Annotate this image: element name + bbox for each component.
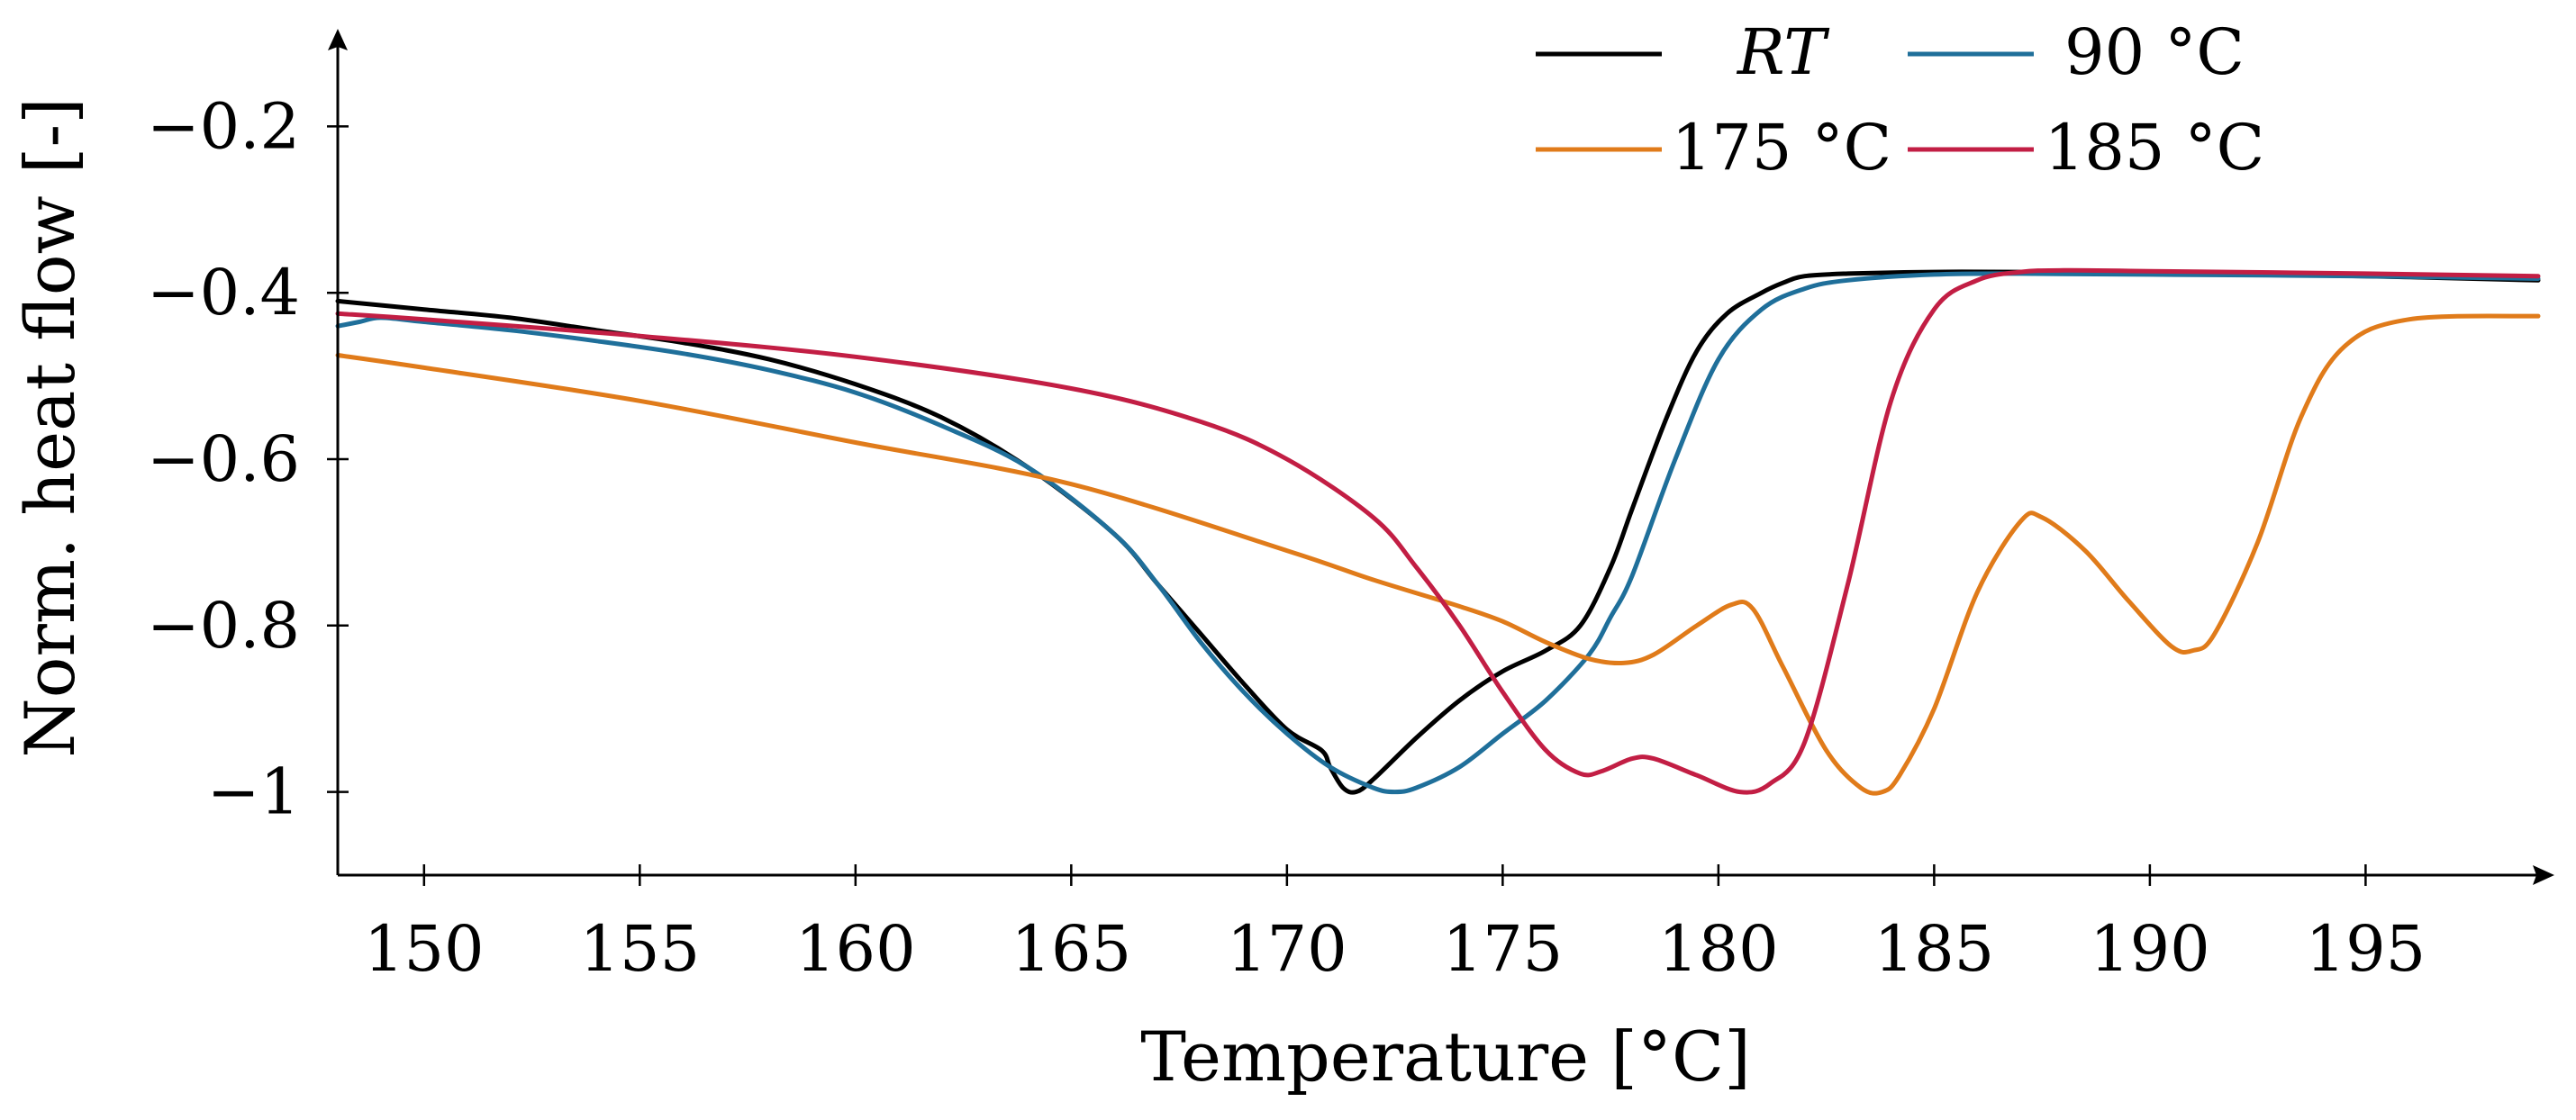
x-tick-label-185: 185 bbox=[1874, 912, 1995, 986]
y-axis-ticks: −0.2 −0.4 −0.6 −0.8 −1 bbox=[147, 89, 349, 829]
series-line-175-c bbox=[335, 313, 2541, 796]
y-tick-label-0-2: −0.2 bbox=[147, 89, 300, 163]
y-tick-label-0-6: −0.6 bbox=[147, 422, 300, 496]
x-tick-label-195: 195 bbox=[2306, 912, 2426, 986]
y-axis-arrow bbox=[328, 29, 348, 50]
series-line-90-c bbox=[335, 271, 2541, 795]
x-axis-title: Temperature [°C] bbox=[1140, 1016, 1751, 1097]
series-lines bbox=[335, 267, 2541, 796]
x-axis-ticks: 150 155 160 165 170 175 180 185 190 195 bbox=[364, 864, 2426, 986]
x-tick-label-155: 155 bbox=[580, 912, 701, 986]
legend-label-90c: 90 °C bbox=[2064, 15, 2245, 89]
x-tick-label-190: 190 bbox=[2090, 912, 2210, 986]
x-tick-label-150: 150 bbox=[364, 912, 485, 986]
series-line-185-c bbox=[335, 267, 2541, 795]
legend-label-185c: 185 °C bbox=[2045, 111, 2264, 185]
y-axis-title: Norm. heat flow [-] bbox=[10, 97, 90, 758]
y-tick-label-0-8: −0.8 bbox=[147, 589, 300, 663]
y-tick-label-1: −1 bbox=[207, 755, 300, 829]
legend-label-175c: 175 °C bbox=[1672, 111, 1891, 185]
x-tick-label-175: 175 bbox=[1443, 912, 1564, 986]
x-tick-label-170: 170 bbox=[1227, 912, 1347, 986]
y-tick-label-0-4: −0.4 bbox=[147, 256, 300, 330]
legend-label-rt: RT bbox=[1736, 15, 1829, 89]
x-tick-label-165: 165 bbox=[1011, 912, 1132, 986]
x-tick-label-160: 160 bbox=[795, 912, 916, 986]
x-axis-arrow bbox=[2533, 865, 2554, 885]
series-line-rt bbox=[335, 269, 2541, 795]
x-tick-label-180: 180 bbox=[1658, 912, 1779, 986]
legend: RT 90 °C 175 °C 185 °C bbox=[1536, 15, 2264, 185]
